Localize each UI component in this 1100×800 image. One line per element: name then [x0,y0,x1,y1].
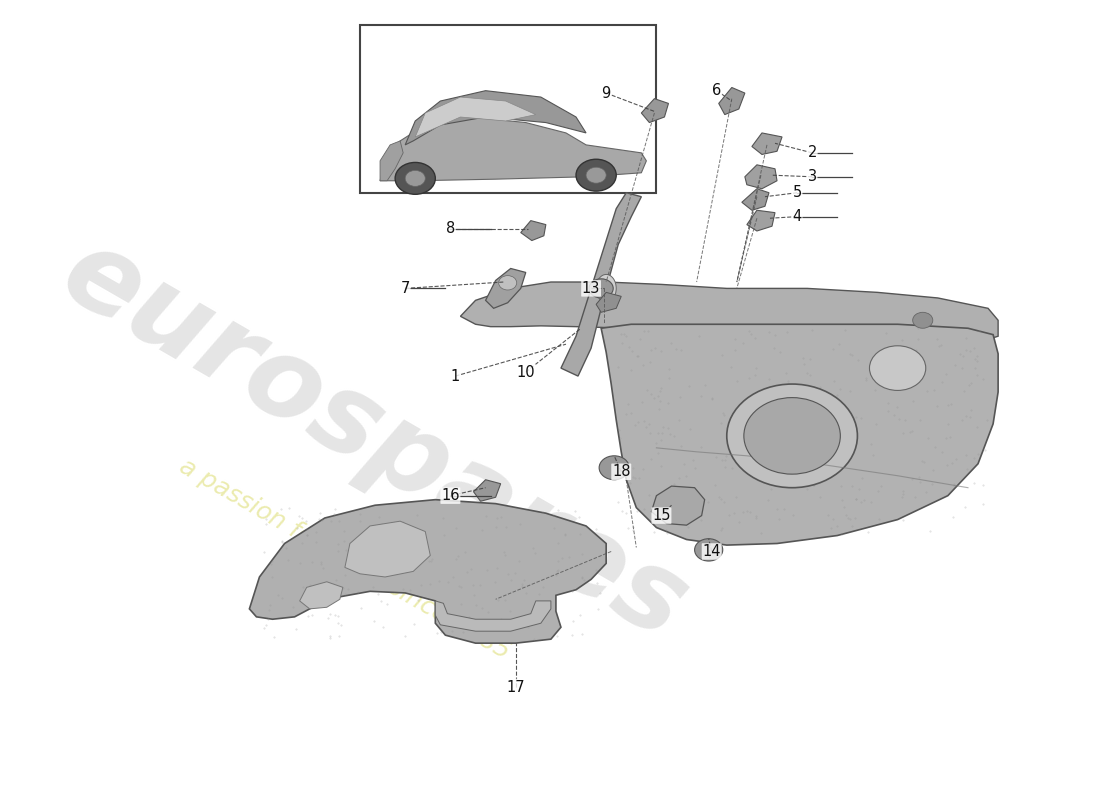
Circle shape [586,167,606,183]
Text: 17: 17 [506,679,525,694]
Polygon shape [651,486,705,525]
Text: 5: 5 [792,186,802,200]
Circle shape [694,538,723,561]
Circle shape [600,456,629,480]
Text: eurospares: eurospares [44,218,706,662]
Polygon shape [415,97,536,137]
Text: 3: 3 [807,170,817,184]
Ellipse shape [596,274,616,302]
Text: 2: 2 [807,146,817,160]
Text: 6: 6 [712,83,722,98]
Text: 9: 9 [602,86,610,101]
Polygon shape [405,90,586,145]
Text: 14: 14 [703,544,720,559]
Polygon shape [473,480,500,502]
Polygon shape [747,210,776,231]
Polygon shape [345,521,430,577]
Circle shape [498,276,517,290]
Text: 1: 1 [451,369,460,383]
Circle shape [913,312,933,328]
Polygon shape [520,221,546,241]
Circle shape [576,159,616,191]
Polygon shape [752,133,782,154]
Text: 7: 7 [400,281,410,296]
Polygon shape [718,87,745,114]
Text: 13: 13 [582,281,601,296]
Text: a passion for parts since 1985: a passion for parts since 1985 [175,454,515,664]
Polygon shape [596,292,622,312]
Polygon shape [561,193,641,376]
Text: 10: 10 [517,365,535,379]
Polygon shape [601,324,998,545]
Polygon shape [379,117,647,181]
Circle shape [744,398,840,474]
Polygon shape [436,601,551,631]
Polygon shape [299,582,343,609]
Text: 8: 8 [446,221,455,236]
Polygon shape [741,189,769,210]
Polygon shape [485,269,526,308]
Polygon shape [379,141,404,181]
Circle shape [727,384,857,488]
Polygon shape [745,165,777,189]
Text: 16: 16 [441,488,460,503]
Polygon shape [641,98,669,122]
Circle shape [395,162,436,194]
Circle shape [405,170,426,186]
Polygon shape [461,282,998,342]
Bar [360,26,657,193]
Circle shape [869,346,926,390]
Text: 4: 4 [792,209,802,224]
Polygon shape [250,500,606,643]
Text: 18: 18 [612,464,630,479]
Text: 15: 15 [652,508,671,523]
Circle shape [590,279,613,298]
